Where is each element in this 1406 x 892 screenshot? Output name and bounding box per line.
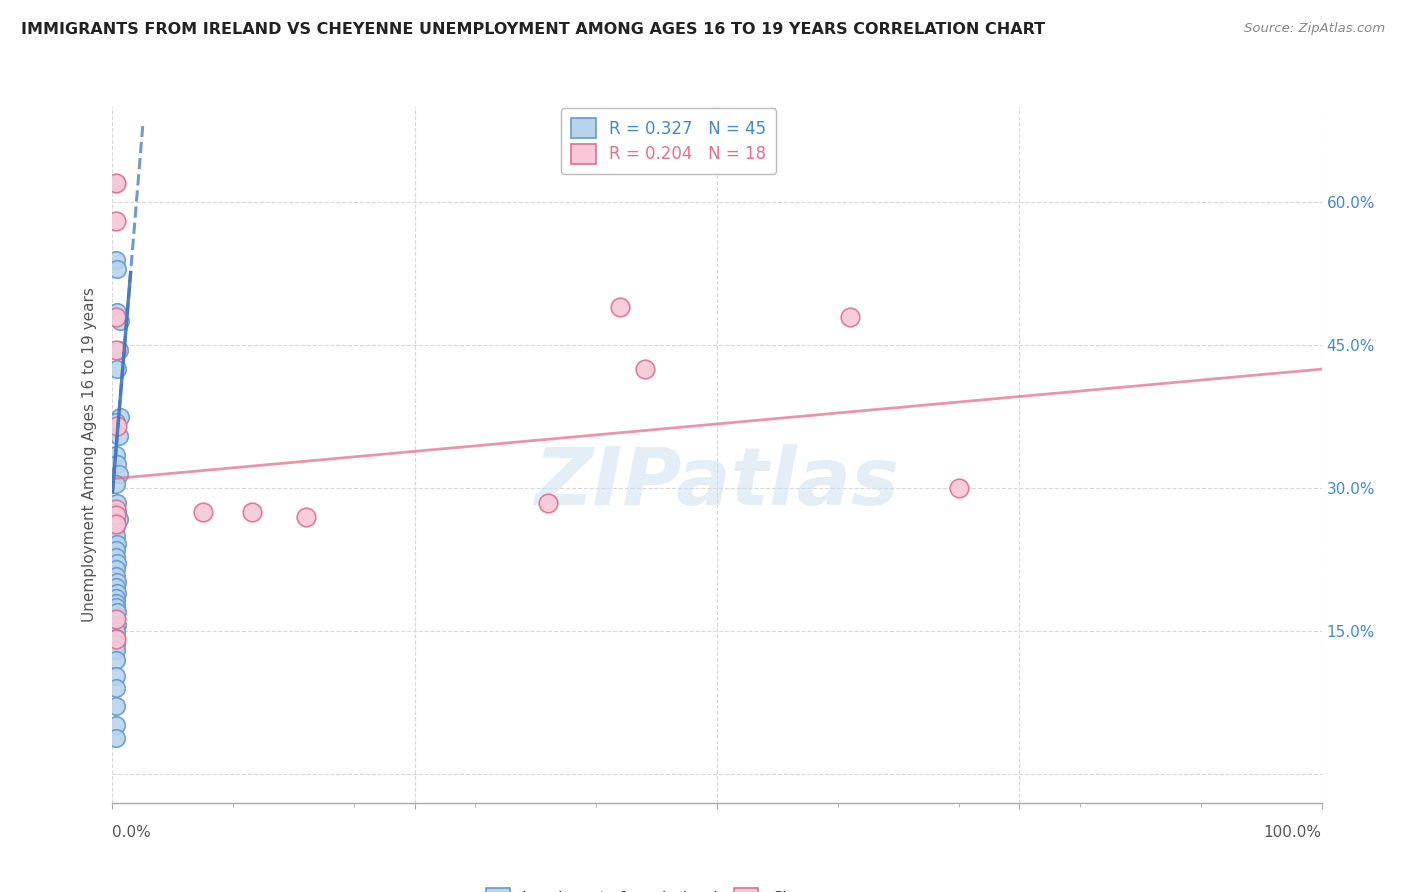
Point xyxy=(105,310,128,324)
Point xyxy=(105,519,128,533)
Point xyxy=(105,643,128,657)
Point xyxy=(105,549,128,564)
Point xyxy=(105,653,128,667)
Point xyxy=(105,343,128,357)
Point xyxy=(105,176,128,190)
Point xyxy=(105,591,128,605)
Text: ZIPatlas: ZIPatlas xyxy=(534,443,900,522)
Point xyxy=(839,310,862,324)
Point xyxy=(105,252,128,267)
Point xyxy=(105,574,128,589)
Point xyxy=(105,698,128,713)
Point xyxy=(105,508,128,522)
Point xyxy=(105,669,128,683)
Point xyxy=(105,536,128,550)
Point xyxy=(105,362,128,376)
Point xyxy=(105,624,128,639)
Point xyxy=(105,569,128,583)
Point xyxy=(105,632,128,646)
Point xyxy=(105,605,128,619)
Point xyxy=(107,429,129,443)
Point xyxy=(105,262,128,277)
Point xyxy=(105,731,128,745)
Point xyxy=(108,314,131,328)
Point xyxy=(105,681,128,696)
Point xyxy=(105,305,128,319)
Legend: Immigrants from Ireland, Cheyenne: Immigrants from Ireland, Cheyenne xyxy=(479,882,858,892)
Point xyxy=(105,612,128,626)
Point xyxy=(948,481,970,495)
Point xyxy=(105,505,128,519)
Point xyxy=(105,415,128,429)
Point xyxy=(105,581,128,595)
Point xyxy=(609,300,631,314)
Point xyxy=(105,448,128,462)
Text: IMMIGRANTS FROM IRELAND VS CHEYENNE UNEMPLOYMENT AMONG AGES 16 TO 19 YEARS CORRE: IMMIGRANTS FROM IRELAND VS CHEYENNE UNEM… xyxy=(21,22,1045,37)
Point xyxy=(107,512,129,526)
Text: 100.0%: 100.0% xyxy=(1264,825,1322,840)
Point xyxy=(107,467,129,481)
Point xyxy=(105,562,128,576)
Point xyxy=(240,505,263,519)
Point xyxy=(105,214,128,228)
Point xyxy=(105,586,128,600)
Point xyxy=(107,343,129,357)
Point xyxy=(537,495,560,509)
Text: 0.0%: 0.0% xyxy=(112,825,152,840)
Point xyxy=(105,176,128,190)
Point xyxy=(191,505,214,519)
Point xyxy=(105,419,128,434)
Point xyxy=(633,362,655,376)
Point xyxy=(105,612,128,626)
Y-axis label: Unemployment Among Ages 16 to 19 years: Unemployment Among Ages 16 to 19 years xyxy=(82,287,97,623)
Point xyxy=(108,409,131,424)
Point xyxy=(105,631,128,645)
Point xyxy=(105,543,128,558)
Point xyxy=(105,717,128,731)
Point xyxy=(105,637,128,651)
Point xyxy=(105,529,128,543)
Point xyxy=(105,556,128,570)
Point xyxy=(105,600,128,615)
Point xyxy=(105,505,128,519)
Point xyxy=(105,502,128,516)
Point xyxy=(105,476,128,491)
Point xyxy=(105,617,128,632)
Point xyxy=(105,517,128,532)
Point xyxy=(105,458,128,472)
Point xyxy=(295,509,318,524)
Point xyxy=(105,596,128,610)
Text: Source: ZipAtlas.com: Source: ZipAtlas.com xyxy=(1244,22,1385,36)
Point xyxy=(105,495,128,509)
